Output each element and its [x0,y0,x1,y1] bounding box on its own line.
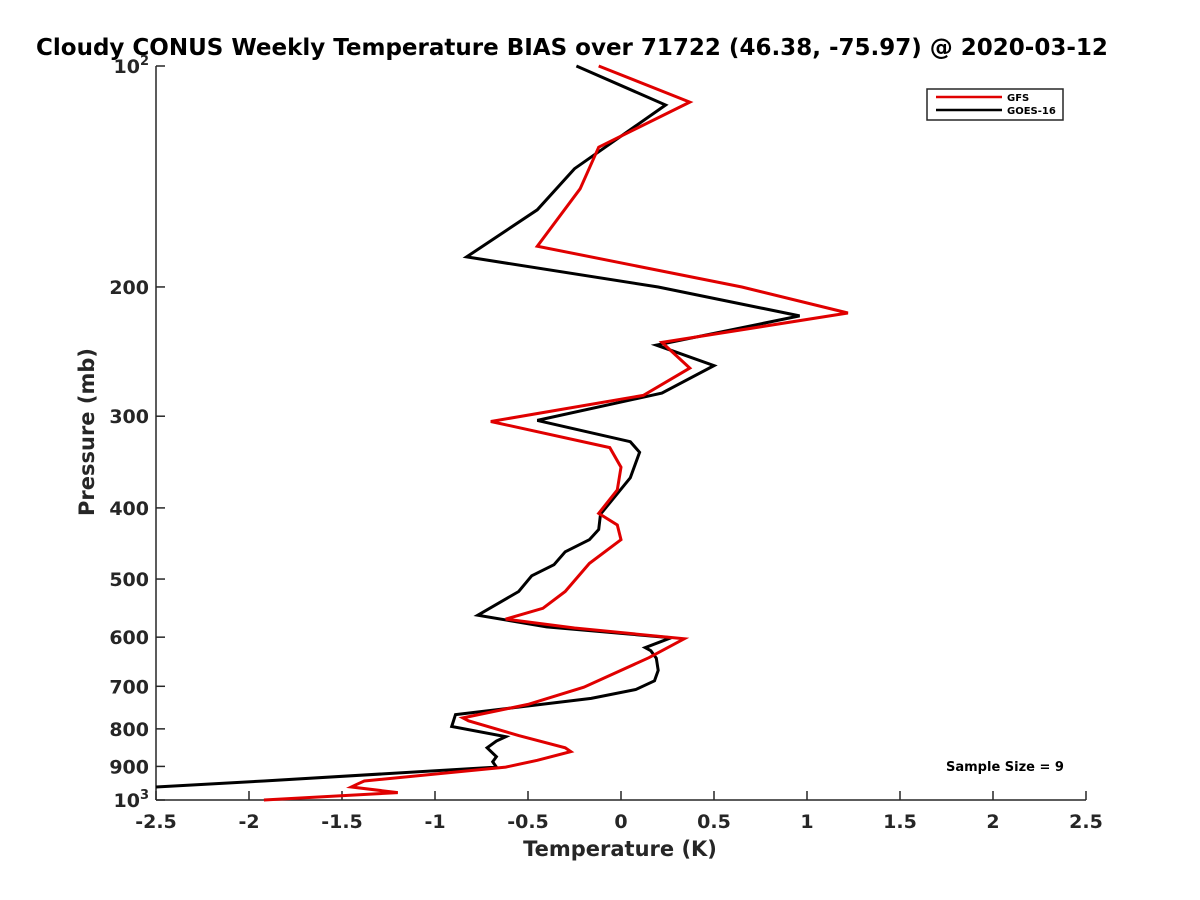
sample-size-annotation: Sample Size = 9 [946,760,1064,775]
y-tick-label: 800 [109,719,149,741]
x-tick-label: 0.5 [697,811,731,833]
y-tick-label: 700 [109,676,149,698]
x-tick-label: -2 [238,811,259,833]
y-tick-label: 600 [109,627,149,649]
x-tick-label: -1.5 [321,811,363,833]
y-tick-label: 400 [109,498,149,520]
x-tick-label: 2 [986,811,999,833]
chart-title: Cloudy CONUS Weekly Temperature BIAS ove… [36,35,1108,61]
x-tick-label: 1 [800,811,813,833]
x-tick-label: 0 [614,811,627,833]
x-tick-label: -1 [424,811,445,833]
x-tick-label: 1.5 [883,811,917,833]
x-axis-label: Temperature (K) [523,837,717,861]
x-axis-ticks: -2.5 -2 -1.5 -1 -0.5 0 0.5 1 1.5 2 2.5 [135,791,1103,833]
y-tick-label: 103 [114,788,150,812]
y-tick-label: 102 [114,54,150,78]
legend-label-gfs: GFS [1007,93,1029,104]
y-tick-label: 300 [109,406,149,428]
y-tick-label: 200 [109,277,149,299]
x-tick-label: -2.5 [135,811,177,833]
y-axis-ticks: 102 200 300 400 500 600 700 800 900 103 [109,54,165,812]
y-tick-label: 500 [109,569,149,591]
y-axis-label: Pressure (mb) [75,348,99,516]
legend: GFS GOES-16 [926,88,1064,121]
x-tick-label: -0.5 [507,811,549,833]
legend-box [926,88,1064,121]
y-tick-label: 900 [109,756,149,778]
x-tick-label: 2.5 [1069,811,1103,833]
series-lines [155,64,849,802]
legend-label-goes16: GOES-16 [1007,106,1056,117]
series-line-gfs [263,64,849,802]
